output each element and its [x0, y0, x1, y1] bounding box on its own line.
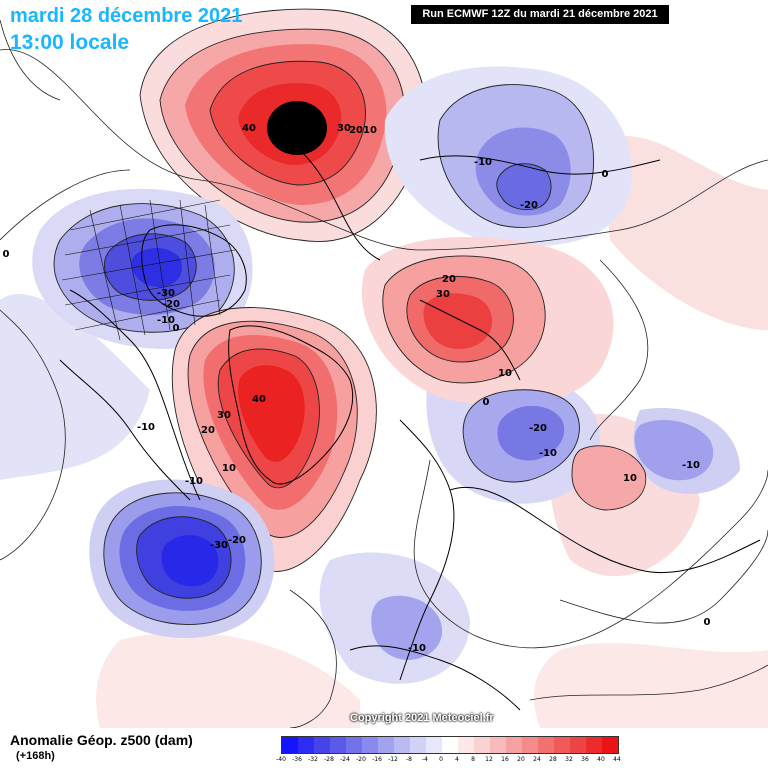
legend-swatch — [442, 737, 458, 753]
label-l-atlantic-30: -30 — [210, 540, 228, 551]
label-l-atlantic-20: -20 — [228, 535, 246, 546]
legend-tick-label: -28 — [324, 756, 334, 763]
legend-swatch — [314, 737, 330, 753]
label-h-ural-0: 0 — [483, 397, 490, 408]
label-l-siberia-0: 0 — [602, 169, 609, 180]
grid-lines — [61, 199, 236, 341]
label-zero-south: 0 — [704, 617, 711, 628]
legend-tick-label: -40 — [276, 756, 286, 763]
legend-swatch — [426, 737, 442, 753]
legend-tick-label: 44 — [613, 756, 621, 763]
legend-swatch — [378, 737, 394, 753]
legend-tick-label: 12 — [485, 756, 493, 763]
label-h-pacific-30: 30 — [337, 123, 351, 134]
legend-swatch — [330, 737, 346, 753]
label-l-atlantic-10: -10 — [185, 476, 203, 487]
legend-swatch — [522, 737, 538, 753]
forecast-time: 13:00 locale — [10, 31, 130, 54]
label-l-europe-10: -10 — [539, 448, 557, 459]
legend-tick-label: 32 — [565, 756, 573, 763]
label-l-siberia-20: -20 — [520, 200, 538, 211]
legend-tick-label: 20 — [517, 756, 525, 763]
height-contours — [0, 19, 768, 729]
label-l-europe-20: -20 — [529, 423, 547, 434]
legend-tick-label: -32 — [308, 756, 318, 763]
label-h-ural-30: 30 — [436, 289, 450, 300]
label-l-siberia-10: -10 — [474, 157, 492, 168]
contour-labels: 40 30 2010 -10 -20 0 -30 -20 -10 0 0 20 … — [3, 123, 711, 654]
label-l-usa-10: -10 — [137, 422, 155, 433]
label-h-greenland-30: 30 — [217, 410, 231, 421]
legend-tick-label: 0 — [439, 756, 443, 763]
legend-swatch — [410, 737, 426, 753]
legend-swatch — [298, 737, 314, 753]
anomaly-low-siberia — [384, 66, 632, 247]
legend-swatch — [554, 737, 570, 753]
legend-tick-label: -12 — [388, 756, 398, 763]
label-l-east-10: -10 — [682, 460, 700, 471]
legend-tick-label: -36 — [292, 756, 302, 763]
label-l-canada-0: 0 — [173, 323, 180, 334]
label-l-canada-20: -20 — [162, 299, 180, 310]
label-h-pacific-2010: 2010 — [349, 125, 377, 136]
legend-tick-label: 8 — [471, 756, 475, 763]
legend-swatch — [458, 737, 474, 753]
copyright: Copyright 2021 Meteociel.fr — [350, 712, 494, 724]
label-h-ural-10: 10 — [498, 368, 512, 379]
legend-swatch — [394, 737, 410, 753]
label-l-med-10: -10 — [408, 643, 426, 654]
forecast-date: mardi 28 décembre 2021 — [10, 5, 243, 27]
label-h-pacific-40: 40 — [242, 123, 256, 134]
legend-tick-label: -20 — [356, 756, 366, 763]
legend-labels: -40 -36 -32 -28 -24 -20 -16 -12 -8 -4 0 4 8 12 16 20 24 2… — [276, 756, 621, 766]
legend-tick-label: 40 — [597, 756, 605, 763]
anomaly-high-pacific: 44+ — [139, 8, 427, 242]
forecast-step: (+168h) — [16, 750, 55, 762]
legend-swatch — [474, 737, 490, 753]
legend-tick-label: 24 — [533, 756, 541, 763]
map-title: Anomalie Géop. z500 (dam) — [10, 732, 193, 748]
legend-swatch — [602, 737, 618, 753]
anomaly-high-ural — [361, 237, 614, 406]
color-legend — [281, 736, 619, 754]
legend-tick-label: 36 — [581, 756, 589, 763]
legend-tick-label: -16 — [372, 756, 382, 763]
label-l-canada-30: -30 — [157, 288, 175, 299]
label-h-asia-10: 10 — [623, 473, 637, 484]
legend-swatch — [586, 737, 602, 753]
label-h-greenland-10: 10 — [222, 463, 236, 474]
anomaly-low-atlantic — [89, 479, 275, 639]
legend-swatch — [490, 737, 506, 753]
label-zero-west: 0 — [3, 249, 10, 260]
legend-swatch — [282, 737, 298, 753]
run-info: Run ECMWF 12Z du mardi 21 décembre 2021 — [411, 5, 669, 24]
legend-tick-label: 28 — [549, 756, 557, 763]
legend-swatch — [570, 737, 586, 753]
legend-swatch — [346, 737, 362, 753]
legend-tick-label: -8 — [406, 756, 412, 763]
legend-tick-label: -24 — [340, 756, 350, 763]
pacific-max-core: 44+ — [267, 101, 327, 155]
legend-tick-label: -4 — [422, 756, 428, 763]
label-h-greenland-20: 20 — [201, 425, 215, 436]
legend-swatch — [362, 737, 378, 753]
legend-tick-label: 16 — [501, 756, 509, 763]
coastlines — [59, 149, 761, 711]
legend-swatch — [538, 737, 554, 753]
label-h-greenland-40: 40 — [252, 394, 266, 405]
label-h-ural-20: 20 — [442, 274, 456, 285]
legend-swatch — [506, 737, 522, 753]
legend-tick-label: 4 — [455, 756, 459, 763]
label-l-canada-10: -10 — [157, 315, 175, 326]
